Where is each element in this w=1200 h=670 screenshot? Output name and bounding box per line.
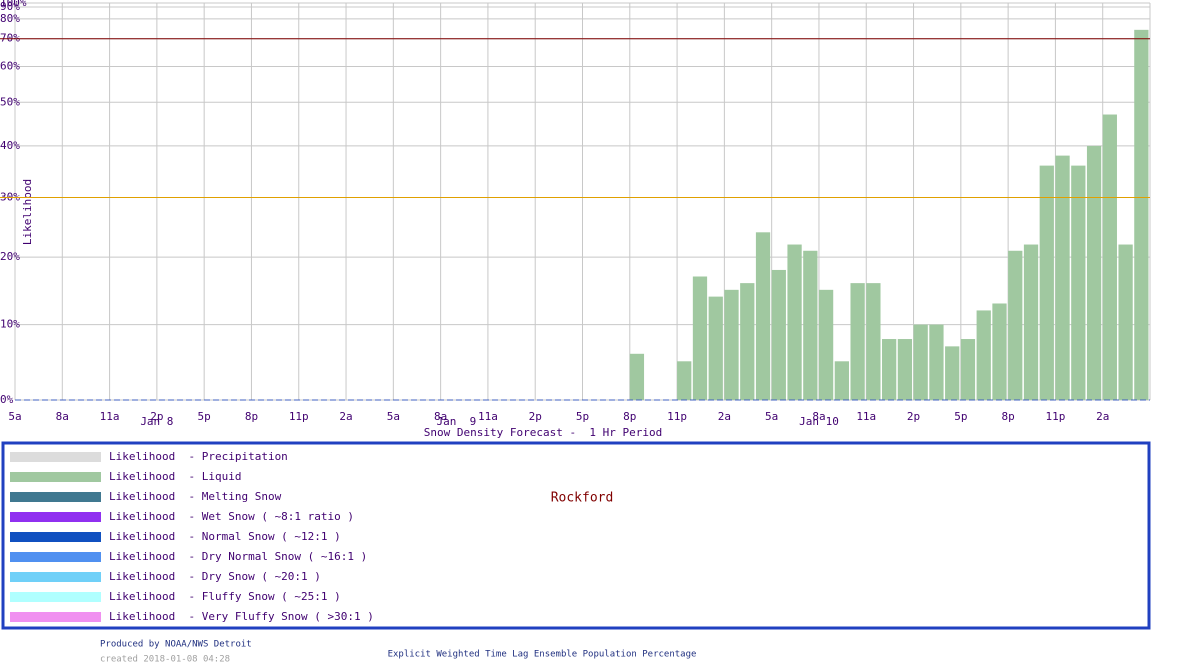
date-label: Jan 10 [799, 415, 839, 428]
bar [1102, 114, 1117, 400]
bar [818, 289, 834, 400]
bar [1071, 165, 1086, 400]
x-tick-label: 8a [434, 410, 447, 423]
bar [882, 339, 897, 400]
x-tick-label: 5a [387, 410, 400, 423]
x-tick-label: 5p [954, 410, 967, 423]
bar [834, 361, 849, 400]
x-tick-label: 8a [56, 410, 69, 423]
legend-swatch [10, 452, 101, 462]
bar [929, 324, 944, 400]
legend-swatch [10, 532, 101, 542]
legend-swatch [10, 472, 101, 482]
footer: Explicit Weighted Time Lag Ensemble Popu… [388, 650, 697, 660]
y-tick-label: 0% [0, 393, 14, 406]
legend-swatch [10, 492, 101, 502]
y-tick-label: 20% [0, 250, 20, 263]
date-label: Jan 9 [437, 415, 477, 428]
bar [1023, 244, 1039, 400]
x-tick-label: 11a [478, 410, 498, 423]
bar [850, 283, 865, 400]
bar [692, 276, 708, 400]
legend-label: Likelihood - Normal Snow ( ~12:1 ) [109, 530, 341, 543]
legend-label: Likelihood - Dry Snow ( ~20:1 ) [109, 570, 321, 583]
x-tick-label: 2a [339, 410, 352, 423]
y-tick-label: 80% [0, 12, 20, 25]
x-tick-label: 11a [100, 410, 120, 423]
x-tick-label: 2a [718, 410, 731, 423]
legend-swatch [10, 592, 101, 602]
x-tick-label: 11p [667, 410, 687, 423]
bar [992, 303, 1007, 400]
bar [1008, 250, 1023, 400]
x-tick-label: 5p [576, 410, 589, 423]
location: Rockford [551, 491, 614, 506]
bar [1086, 145, 1102, 400]
producer: Produced by NOAA/NWS Detroit [100, 640, 252, 650]
bar [1039, 165, 1054, 400]
bar [755, 232, 771, 400]
bar [897, 339, 913, 400]
y-tick-label: 50% [0, 95, 20, 108]
y-tick-label: 60% [0, 60, 20, 73]
bar [724, 289, 739, 400]
x-tick-label: 8p [623, 410, 636, 423]
bar [960, 339, 976, 400]
bar [1134, 29, 1149, 401]
chart-title: Snow Density Forecast - 1 Hr Period [424, 426, 662, 439]
bar [1118, 244, 1133, 400]
x-tick-label: 8p [1002, 410, 1015, 423]
x-tick-label: 5a [765, 410, 778, 423]
legend-label: Likelihood - Precipitation [109, 450, 288, 463]
bar [866, 283, 881, 400]
legend-label: Likelihood - Very Fluffy Snow ( >30:1 ) [109, 610, 374, 623]
bar [976, 310, 991, 400]
legend-swatch [10, 552, 101, 562]
x-tick-label: 2p [150, 410, 163, 423]
x-tick-label: 5a [8, 410, 21, 423]
legend-swatch [10, 512, 101, 522]
bar [1055, 155, 1070, 400]
legend-label: Likelihood - Liquid [109, 470, 241, 483]
bar [771, 269, 786, 400]
legend-label: Likelihood - Dry Normal Snow ( ~16:1 ) [109, 550, 367, 563]
legend-label: Likelihood - Wet Snow ( ~8:1 ratio ) [109, 510, 354, 523]
legend-label: Likelihood - Melting Snow [109, 490, 282, 503]
x-tick-label: 5p [198, 410, 211, 423]
x-tick-label: 11p [289, 410, 309, 423]
bar [913, 324, 928, 400]
bar [708, 296, 723, 400]
legend-box [1, 441, 1151, 630]
legend-swatch [10, 612, 101, 622]
legend-label: Likelihood - Fluffy Snow ( ~25:1 ) [109, 590, 341, 603]
x-tick-label: 8p [245, 410, 258, 423]
x-tick-label: 2p [907, 410, 920, 423]
y-tick-label: 100% [0, 0, 27, 9]
x-tick-label: 2p [529, 410, 542, 423]
x-tick-label: 11a [856, 410, 876, 423]
y-axis-label: Likelihood [21, 179, 34, 245]
bar [945, 346, 960, 400]
bar [803, 250, 818, 400]
x-tick-label: 8a [812, 410, 825, 423]
x-tick-label: 2a [1096, 410, 1109, 423]
x-tick-label: 11p [1045, 410, 1065, 423]
bar [677, 361, 692, 400]
bar [787, 244, 802, 400]
y-tick-label: 40% [0, 139, 20, 152]
legend-swatch [10, 572, 101, 582]
bar [740, 283, 755, 400]
bar [629, 353, 645, 400]
y-tick-label: 10% [0, 318, 20, 331]
created: created 2018-01-08 04:28 [100, 655, 230, 665]
date-label: Jan 8 [140, 415, 173, 428]
